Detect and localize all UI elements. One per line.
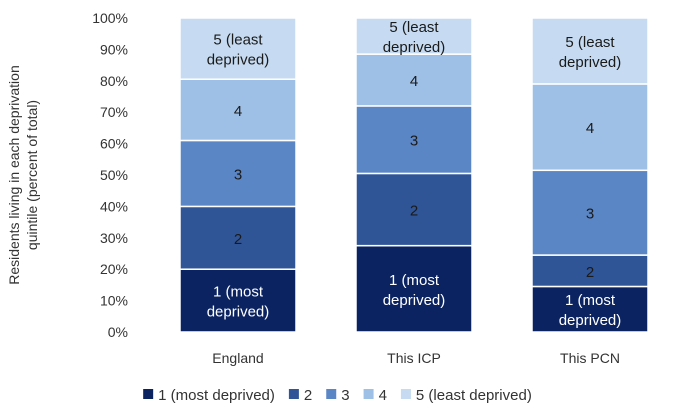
- bar-data-label: 1 (most: [565, 292, 616, 309]
- bar-data-label: deprived): [383, 39, 446, 56]
- y-tick-label: 90%: [100, 41, 128, 57]
- legend-swatch: [400, 389, 411, 399]
- legend-swatch: [143, 389, 154, 399]
- y-tick-label: 50%: [100, 167, 128, 183]
- legend-label: 3: [341, 387, 349, 404]
- bar-segment: [531, 17, 649, 85]
- y-axis-label-line: Residents living in each deprivation: [6, 65, 22, 284]
- bar-data-label: deprived): [383, 292, 446, 309]
- y-tick-label: 100%: [92, 10, 128, 26]
- bar-segment: [531, 254, 649, 288]
- bar-segment: [355, 17, 473, 55]
- legend-swatch: [326, 389, 337, 399]
- bar-data-label: 2: [586, 264, 594, 281]
- bar-segment: [179, 268, 297, 333]
- y-axis-label-line: quintile (percent of total): [24, 100, 40, 250]
- y-axis-ticks: 0% 10% 20% 30% 40% 50% 60% 70% 80% 90% 100%: [92, 10, 128, 340]
- bar-segment: [179, 78, 297, 142]
- bar-data-label: 3: [234, 166, 242, 183]
- bar-segment: [531, 285, 649, 333]
- bar-segment: [531, 169, 649, 256]
- y-tick-label: 40%: [100, 198, 128, 214]
- bar-data-label: deprived): [559, 54, 622, 71]
- bar-data-label: 5 (least: [389, 19, 439, 36]
- bar-data-label: 3: [410, 133, 418, 150]
- x-axis-ticks: England This ICP This PCN: [212, 350, 620, 366]
- legend-label: 2: [304, 387, 312, 404]
- bar-data-label: deprived): [207, 304, 270, 321]
- bar-segment: [355, 53, 473, 107]
- legend-label: 4: [379, 387, 387, 404]
- bar-segment: [355, 244, 473, 333]
- bar-data-label: 1 (most: [213, 284, 264, 301]
- x-tick-label: This PCN: [560, 350, 620, 366]
- bar-data-label: 4: [234, 103, 242, 120]
- y-tick-label: 10%: [100, 293, 128, 309]
- bar-data-label: 4: [410, 73, 418, 90]
- x-tick-label: England: [212, 350, 263, 366]
- bar-data-label: 5 (least: [565, 34, 615, 51]
- legend: 1 (most deprived) 2 3 4 5 (least deprived): [143, 387, 532, 404]
- bar-data-label: 4: [586, 120, 594, 137]
- legend-swatch: [363, 389, 374, 399]
- bar-data-label: 1 (most: [389, 272, 440, 289]
- y-tick-label: 60%: [100, 136, 128, 152]
- legend-label: 1 (most deprived): [158, 387, 275, 404]
- bar-data-label: 2: [410, 203, 418, 220]
- bar-data-label: deprived): [207, 52, 270, 69]
- y-tick-label: 70%: [100, 104, 128, 120]
- bar-segment: [355, 105, 473, 175]
- y-tick-label: 30%: [100, 230, 128, 246]
- x-tick-label: This ICP: [387, 350, 441, 366]
- bar-segment: [179, 205, 297, 270]
- y-tick-label: 0%: [108, 324, 128, 340]
- y-tick-label: 80%: [100, 73, 128, 89]
- bar-segment: [179, 17, 297, 80]
- bar-data-label: 3: [586, 206, 594, 223]
- bar-data-label: 2: [234, 231, 242, 248]
- legend-label: 5 (least deprived): [416, 387, 532, 404]
- bar-data-label: 5 (least: [213, 32, 263, 49]
- legend-swatch: [288, 389, 299, 399]
- bar-data-label: deprived): [559, 312, 622, 329]
- y-axis-label: Residents living in each deprivation quin…: [6, 65, 40, 284]
- bar-segment: [355, 172, 473, 247]
- y-tick-label: 20%: [100, 261, 128, 277]
- bars: 1 (most deprived) 2 3 4 5 (least deprived) 1 (m…: [179, 17, 649, 333]
